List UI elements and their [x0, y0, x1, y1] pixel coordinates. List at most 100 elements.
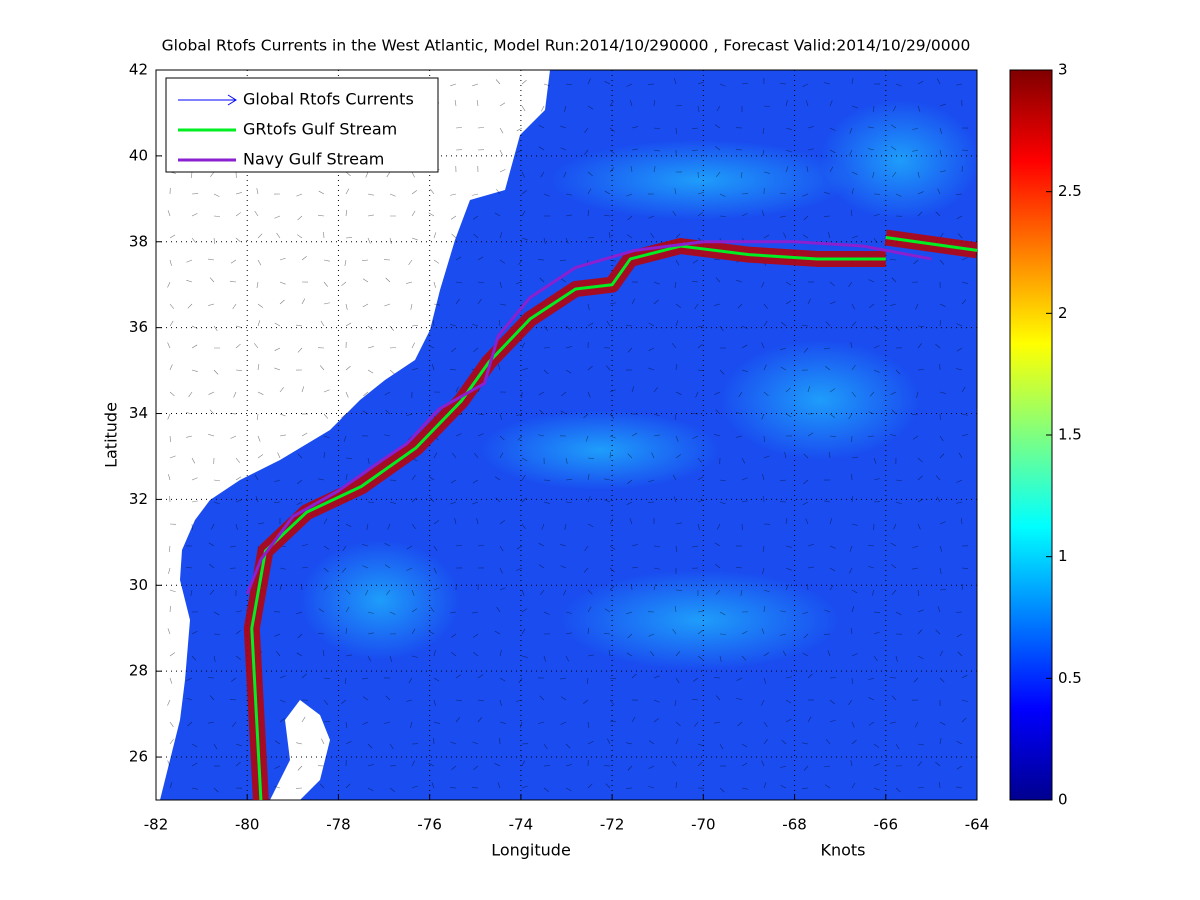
- current-arrow: [609, 451, 611, 459]
- current-arrow: [473, 765, 479, 771]
- current-arrow: [741, 762, 748, 767]
- current-arrow: [917, 655, 924, 660]
- current-arrow: [653, 413, 660, 417]
- current-arrow: [279, 718, 285, 723]
- current-arrow: [254, 474, 259, 481]
- current-arrow: [675, 364, 678, 371]
- current-arrow: [279, 281, 286, 285]
- current-arrow: [651, 452, 655, 459]
- current-arrow: [785, 718, 792, 723]
- current-arrow: [257, 435, 261, 442]
- current-arrow: [675, 522, 682, 525]
- current-arrow: [631, 716, 636, 723]
- current-arrow: [763, 320, 768, 327]
- current-arrow: [626, 742, 633, 745]
- current-arrow: [939, 521, 946, 525]
- current-arrow: [367, 457, 370, 464]
- current-arrow: [365, 589, 369, 596]
- current-arrow: [494, 476, 501, 481]
- current-arrow: [256, 413, 259, 420]
- current-arrow: [627, 479, 633, 484]
- current-arrow: [868, 126, 875, 129]
- current-arrow: [829, 100, 833, 107]
- current-arrow: [406, 567, 413, 571]
- current-arrow: [323, 413, 329, 419]
- current-arrow: [318, 633, 325, 635]
- current-arrow: [913, 259, 919, 265]
- current-arrow: [208, 303, 215, 306]
- current-arrow: [564, 523, 567, 530]
- current-arrow: [345, 171, 351, 177]
- current-arrow: [697, 655, 703, 660]
- current-arrow: [851, 653, 858, 657]
- current-arrow: [829, 435, 836, 438]
- current-arrow: [587, 474, 590, 481]
- y-tick-label: 38: [129, 232, 148, 250]
- current-arrow: [411, 497, 417, 503]
- legend-label: GRtofs Gulf Stream: [243, 120, 397, 139]
- current-arrow: [366, 523, 369, 530]
- current-arrow: [653, 127, 660, 130]
- current-arrow: [956, 83, 963, 86]
- current-arrow: [538, 721, 545, 724]
- current-arrow: [345, 322, 352, 327]
- current-arrow: [648, 785, 655, 789]
- current-arrow: [560, 565, 567, 569]
- current-arrow: [191, 325, 198, 329]
- current-arrow: [274, 633, 281, 637]
- current-arrow: [761, 413, 765, 420]
- current-arrow: [169, 391, 175, 397]
- current-arrow: [648, 501, 655, 504]
- current-arrow: [936, 78, 941, 85]
- current-arrow: [235, 369, 242, 371]
- current-arrow: [561, 391, 567, 397]
- current-arrow: [301, 566, 308, 569]
- current-arrow: [190, 171, 193, 178]
- current-arrow: [829, 413, 835, 418]
- current-arrow: [188, 391, 193, 398]
- current-arrow: [344, 259, 347, 266]
- current-arrow: [697, 325, 704, 328]
- current-arrow: [848, 281, 853, 288]
- current-arrow: [367, 655, 372, 662]
- current-arrow: [565, 346, 572, 349]
- current-arrow: [627, 633, 633, 639]
- current-arrow: [824, 765, 831, 768]
- current-arrow: [472, 193, 479, 196]
- current-arrow: [653, 434, 660, 437]
- current-arrow: [586, 677, 589, 684]
- colorbar-tick-label: 1.5: [1058, 426, 1082, 444]
- current-arrow: [780, 192, 787, 195]
- current-arrow: [692, 545, 699, 548]
- current-arrow: [543, 325, 548, 331]
- current-arrow: [741, 325, 748, 329]
- current-arrow: [538, 434, 545, 437]
- current-arrow: [939, 103, 946, 107]
- current-arrow: [367, 193, 374, 196]
- current-arrow: [587, 523, 594, 528]
- current-arrow: [411, 474, 416, 481]
- current-arrow: [499, 281, 502, 288]
- current-arrow: [869, 391, 875, 397]
- legend-label: Navy Gulf Stream: [243, 150, 384, 169]
- current-arrow: [939, 259, 945, 265]
- current-arrow: [692, 280, 699, 283]
- current-arrow: [450, 193, 457, 196]
- current-arrow: [890, 391, 897, 395]
- current-arrow: [345, 740, 352, 745]
- current-arrow: [477, 674, 484, 679]
- current-arrow: [762, 474, 765, 481]
- current-arrow: [565, 479, 572, 481]
- current-arrow: [868, 677, 875, 681]
- current-arrow: [494, 763, 501, 767]
- current-arrow: [604, 478, 611, 481]
- current-arrow: [496, 189, 501, 195]
- current-arrow: [957, 233, 963, 239]
- current-arrow: [209, 277, 215, 283]
- current-arrow: [626, 193, 633, 197]
- current-arrow: [521, 342, 525, 349]
- current-arrow: [891, 409, 897, 415]
- current-arrow: [851, 321, 857, 327]
- current-arrow: [345, 628, 347, 635]
- current-arrow: [803, 347, 809, 353]
